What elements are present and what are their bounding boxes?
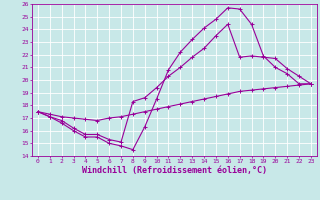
X-axis label: Windchill (Refroidissement éolien,°C): Windchill (Refroidissement éolien,°C) xyxy=(82,166,267,175)
